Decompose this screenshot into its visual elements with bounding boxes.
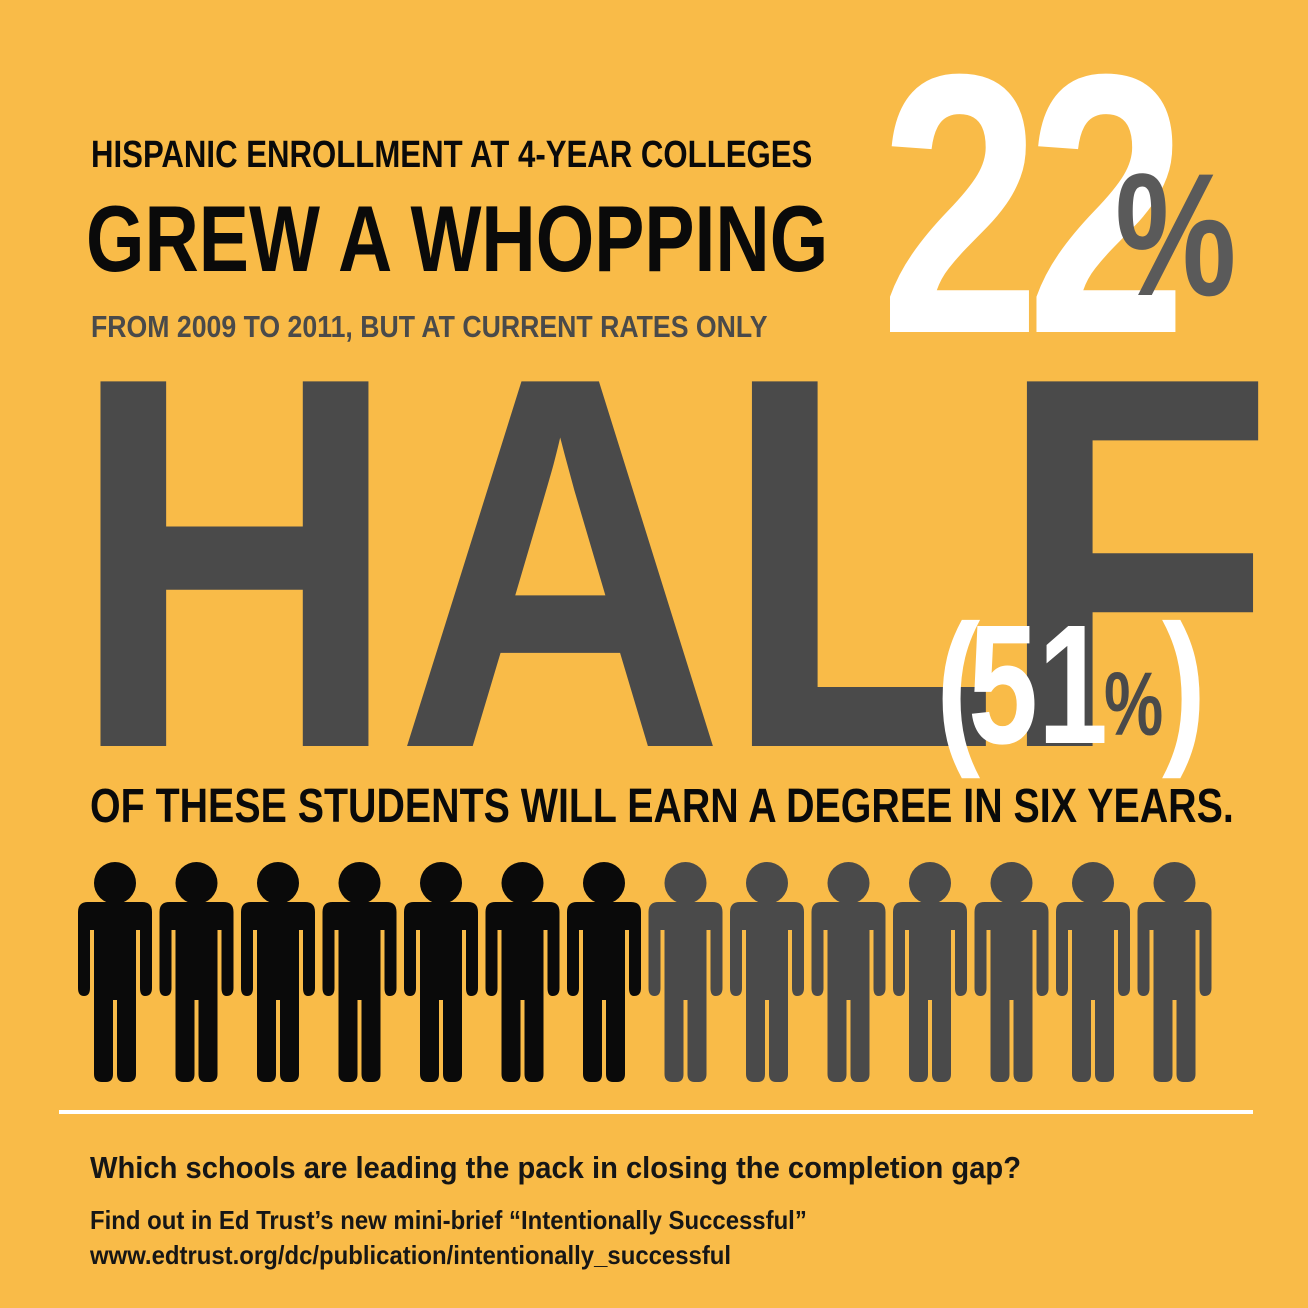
stat-22-percent-sign: %	[1115, 138, 1237, 333]
stat-51-percent-sign: %	[1104, 655, 1164, 755]
stat-22-number: 22	[880, 0, 1187, 411]
stat-51-number: 51	[968, 590, 1108, 780]
person-icon	[1137, 862, 1212, 1082]
close-paren: )	[1162, 590, 1207, 780]
divider-line	[59, 1110, 1253, 1114]
footer-question: Which schools are leading the pack in cl…	[90, 1150, 1022, 1185]
person-icon	[241, 862, 315, 1082]
person-icon	[811, 862, 886, 1082]
person-icon	[893, 862, 967, 1082]
person-icon	[78, 862, 152, 1082]
footer-find-out: Find out in Ed Trust’s new mini-brief “I…	[90, 1205, 807, 1235]
person-icon	[974, 862, 1049, 1082]
people-row	[78, 862, 1212, 1082]
person-icon	[404, 862, 478, 1082]
half-big-word: HALF	[70, 267, 1275, 859]
person-icon	[1056, 862, 1130, 1082]
footer-url-link[interactable]: www.edtrust.org/dc/publication/intention…	[90, 1240, 732, 1270]
person-icon	[567, 862, 641, 1082]
person-icon	[730, 862, 804, 1082]
person-icon	[485, 862, 560, 1082]
person-icon	[322, 862, 397, 1082]
headline-line-2: GREW A WHOPPING	[86, 186, 829, 291]
headline-line-1: HISPANIC ENROLLMENT AT 4-YEAR COLLEGES	[91, 134, 813, 176]
open-paren: (	[936, 590, 981, 780]
person-icon	[159, 862, 234, 1082]
headline-line-3: FROM 2009 TO 2011, BUT AT CURRENT RATES …	[91, 309, 768, 344]
completion-statement: OF THESE STUDENTS WILL EARN A DEGREE IN …	[90, 780, 1234, 833]
person-icon	[648, 862, 723, 1082]
